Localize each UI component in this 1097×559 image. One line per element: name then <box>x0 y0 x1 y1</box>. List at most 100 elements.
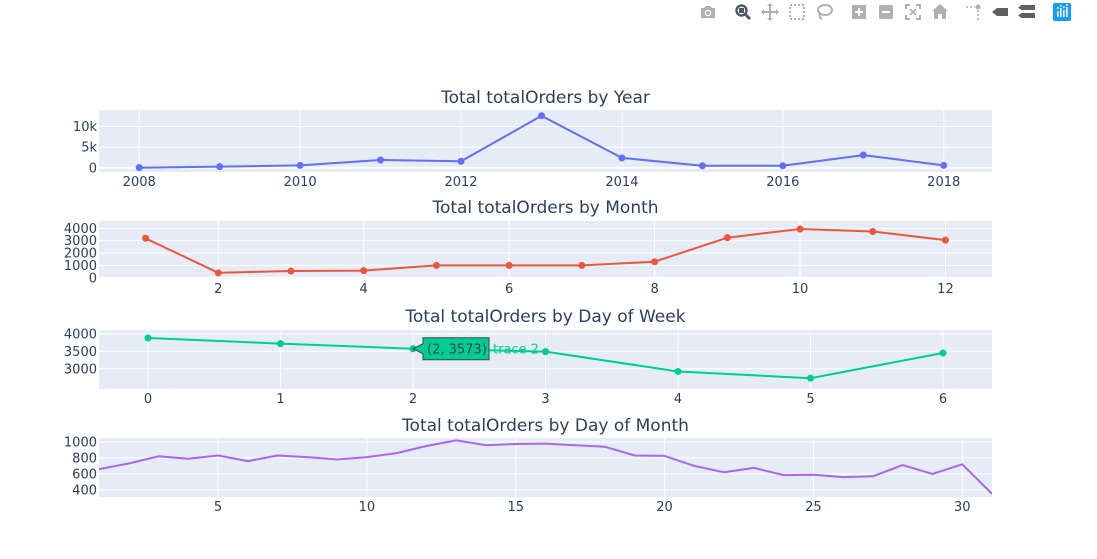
y-tick-label: 3500 <box>64 345 97 360</box>
lasso-select-button[interactable] <box>814 2 834 22</box>
x-tick-label: 2 <box>214 282 222 297</box>
hover-tooltip: (2, 3573) trace 2 <box>411 337 539 361</box>
data-point[interactable] <box>142 234 150 242</box>
x-tick-label: 5 <box>806 392 814 407</box>
y-tick-label: 2000 <box>64 247 97 262</box>
reset-axes-button[interactable] <box>930 2 950 22</box>
lasso-select-icon <box>817 4 833 20</box>
x-tick-label: 10 <box>359 500 376 515</box>
data-point[interactable] <box>214 269 222 277</box>
modebar <box>701 2 1075 22</box>
autoscale-icon <box>905 4 921 20</box>
x-tick-label: 10 <box>792 282 809 297</box>
y-tick-label: 4000 <box>64 327 97 342</box>
x-tick-label: 1 <box>276 392 284 407</box>
subplot-title: Total totalOrders by Year <box>440 88 650 108</box>
data-point[interactable] <box>296 161 304 169</box>
spike-lines-icon <box>966 4 981 20</box>
tooltip-box <box>411 337 490 361</box>
tooltip-value: (2, 3573) <box>427 343 487 358</box>
data-point[interactable] <box>578 261 586 269</box>
data-point[interactable] <box>457 157 465 165</box>
data-point[interactable] <box>216 163 224 171</box>
data-point[interactable] <box>796 225 804 233</box>
data-point[interactable] <box>940 161 948 169</box>
data-point[interactable] <box>287 267 295 275</box>
x-tick-label: 2018 <box>927 175 960 190</box>
subplot-1: 2008 2010 2012 2014 2016 2018 0 5k 10k Total tota… <box>73 88 992 190</box>
data-point[interactable] <box>542 348 549 356</box>
box-select-icon <box>789 4 805 20</box>
zoom-icon <box>735 4 752 21</box>
x-tick-label: 20 <box>656 500 673 515</box>
data-point[interactable] <box>939 349 947 357</box>
plot-background[interactable] <box>99 438 992 497</box>
subplot-title: Total totalOrders by Month <box>431 198 658 218</box>
y-tick-label: 0 <box>89 161 97 176</box>
x-tick-label: 2008 <box>123 175 156 190</box>
data-point[interactable] <box>779 162 787 170</box>
data-point[interactable] <box>360 267 368 275</box>
tooltip-trace-name: trace 2 <box>493 343 539 358</box>
autoscale-button[interactable] <box>903 2 923 22</box>
y-tick-label: 5k <box>81 141 97 156</box>
hover-closest-icon <box>992 8 1008 16</box>
data-point[interactable] <box>135 164 143 172</box>
x-tick-label: 25 <box>805 500 822 515</box>
subplot-3: 0 1 2 3 4 5 6 3000 3500 4000 Total totalOrders by … <box>64 307 992 407</box>
x-tick-label: 2012 <box>444 175 477 190</box>
data-point[interactable] <box>537 112 545 120</box>
data-point[interactable] <box>144 334 152 342</box>
y-tick-label: 600 <box>72 467 97 482</box>
plot-background[interactable] <box>99 110 992 172</box>
y-tick-label: 400 <box>72 483 97 498</box>
zoom-in-icon <box>852 5 866 19</box>
x-tick-label: 3 <box>541 392 549 407</box>
data-point[interactable] <box>505 261 513 269</box>
camera-button[interactable] <box>698 2 718 22</box>
data-point[interactable] <box>698 162 706 170</box>
x-tick-label: 2016 <box>766 175 799 190</box>
data-point[interactable] <box>651 258 659 266</box>
y-tick-label: 3000 <box>64 234 97 249</box>
x-tick-label: 2010 <box>284 175 317 190</box>
data-point[interactable] <box>723 234 731 242</box>
x-tick-label: 2 <box>409 392 417 407</box>
hover-closest-button[interactable] <box>990 2 1010 22</box>
data-point[interactable] <box>377 156 385 164</box>
data-point[interactable] <box>806 374 814 382</box>
x-tick-label: 6 <box>505 282 513 297</box>
plotly-logo-button[interactable] <box>1052 2 1072 22</box>
data-point[interactable] <box>941 236 949 244</box>
camera-icon <box>701 6 715 18</box>
y-tick-label: 10k <box>73 120 98 135</box>
x-tick-label: 6 <box>939 392 947 407</box>
x-tick-label: 2014 <box>605 175 638 190</box>
pan-button[interactable] <box>760 2 780 22</box>
x-tick-label: 12 <box>937 282 954 297</box>
data-point[interactable] <box>277 340 285 348</box>
data-point[interactable] <box>432 261 440 269</box>
x-tick-label: 5 <box>214 500 222 515</box>
y-tick-label: 4000 <box>64 222 97 237</box>
zoom-out-button[interactable] <box>876 2 896 22</box>
data-point[interactable] <box>869 227 877 235</box>
box-select-button[interactable] <box>787 2 807 22</box>
zoom-in-button[interactable] <box>849 2 869 22</box>
data-point[interactable] <box>674 368 682 376</box>
y-tick-label: 0 <box>89 271 97 286</box>
zoom-button[interactable] <box>733 2 753 22</box>
hover-compare-button[interactable] <box>1017 2 1037 22</box>
plot-background[interactable] <box>99 221 992 279</box>
spike-lines-button[interactable] <box>963 2 983 22</box>
x-tick-label: 4 <box>360 282 368 297</box>
data-point[interactable] <box>859 151 867 159</box>
x-tick-label: 30 <box>954 500 971 515</box>
data-point[interactable] <box>618 154 626 162</box>
y-tick-label: 1000 <box>64 259 97 274</box>
subplot-title: Total totalOrders by Day of Month <box>401 416 689 436</box>
y-tick-label: 3000 <box>64 362 97 377</box>
